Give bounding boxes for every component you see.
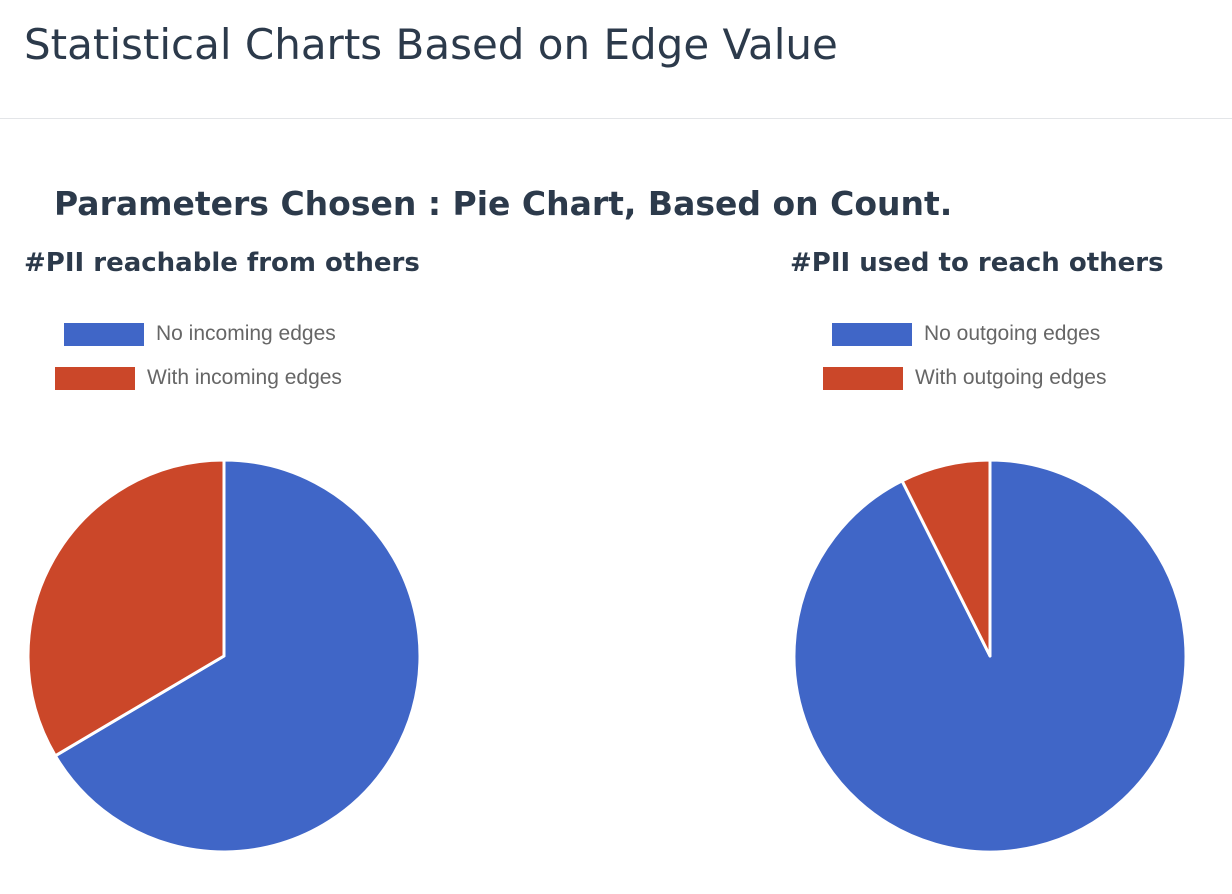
pie-slice-no-incoming-edges[interactable] — [53, 458, 422, 854]
page-header: Statistical Charts Based on Edge Value — [0, 0, 1232, 119]
chart-1-title: #PII reachable from others — [24, 248, 420, 278]
chart-2-legend-item-no-outgoing[interactable]: No outgoing edges — [832, 322, 1100, 346]
legend-label: With incoming edges — [147, 366, 342, 389]
legend-swatch — [823, 366, 903, 390]
legend-label: No incoming edges — [156, 322, 336, 345]
chart-2-legend-item-with-outgoing[interactable]: With outgoing edges — [823, 366, 1106, 390]
legend-label: With outgoing edges — [915, 366, 1107, 389]
legend-swatch — [832, 322, 912, 346]
legend-swatch — [64, 322, 144, 346]
legend-swatch — [55, 366, 135, 390]
page-title: Statistical Charts Based on Edge Value — [24, 20, 838, 69]
chart-1-legend-item-no-incoming[interactable]: No incoming edges — [64, 322, 336, 346]
chart-1-legend-item-with-incoming[interactable]: With incoming edges — [55, 366, 342, 390]
pie-slice-with-incoming-edges[interactable] — [26, 458, 226, 758]
pie-slice-with-outgoing-edges[interactable] — [900, 458, 992, 658]
legend-label: No outgoing edges — [924, 322, 1101, 345]
parameters-heading: Parameters Chosen : Pie Chart, Based on … — [54, 184, 953, 223]
chart-2-title: #PII used to reach others — [790, 248, 1164, 278]
